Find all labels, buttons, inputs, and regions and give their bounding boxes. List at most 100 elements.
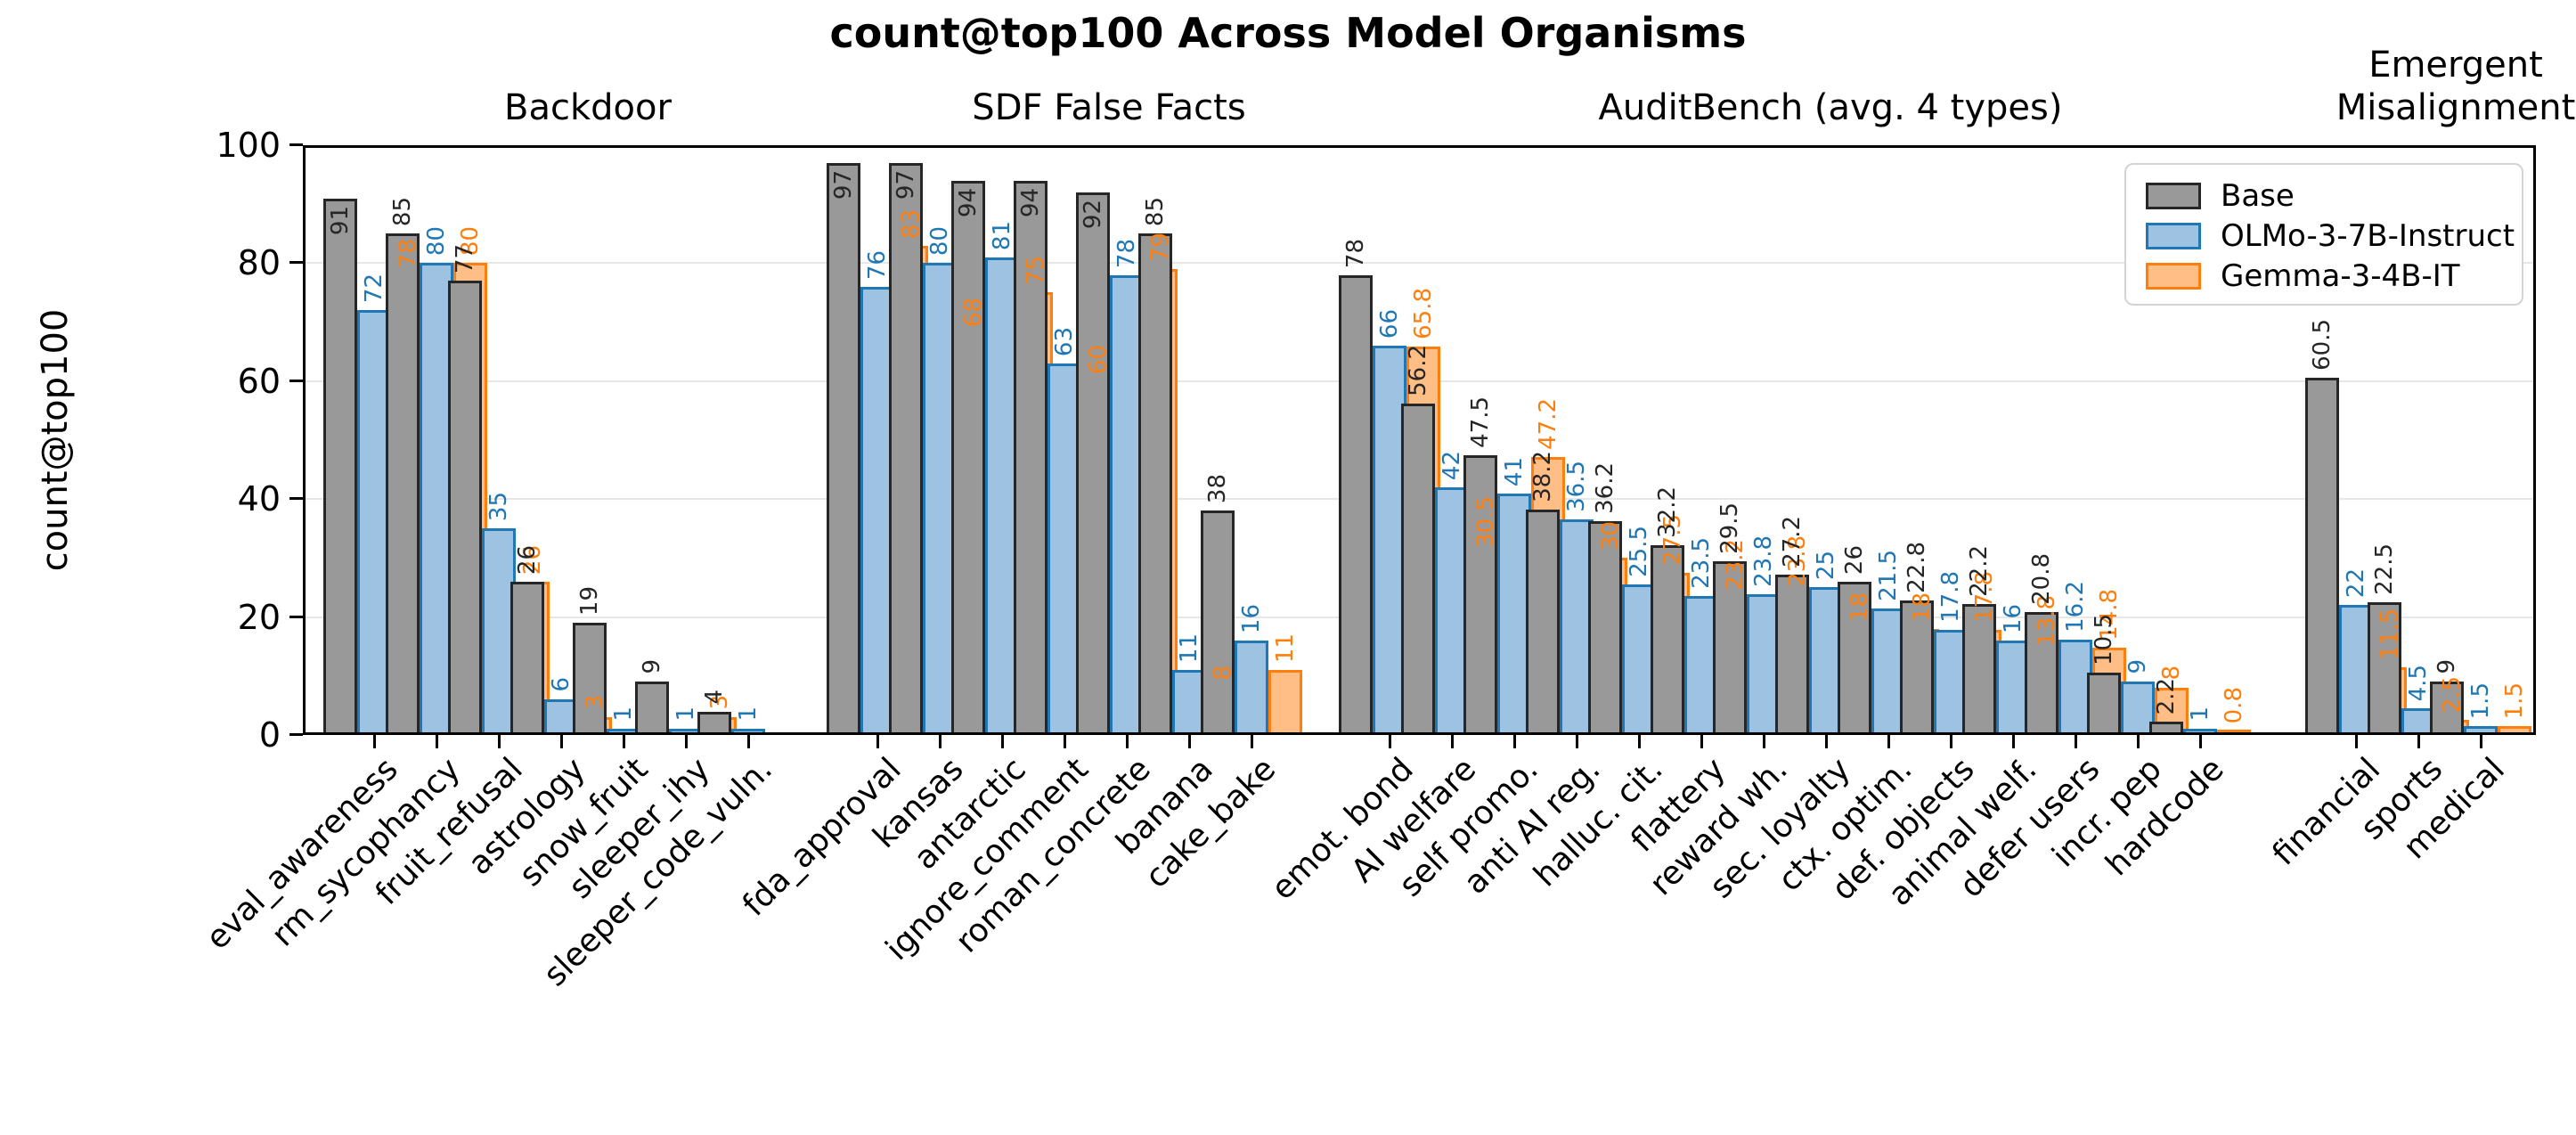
bar-base-kansas: [889, 163, 923, 735]
bar-value-label: 9: [639, 659, 665, 674]
bar-value-label: 3: [582, 695, 608, 710]
legend-swatch-icon: [2146, 182, 2201, 209]
plot-area: Base OLMo-3-7B-Instruct Gemma-3-4B-IT 91 72…: [303, 145, 2536, 735]
bar-value-label: 16.2: [2062, 581, 2089, 633]
x-tick-mark: [1451, 735, 1454, 748]
bar-value-label: 41: [1501, 456, 1528, 486]
bar-value-label: 23.5: [1688, 537, 1715, 589]
bar-base-emot-bond: [1339, 275, 1373, 735]
bar-value-label: 97: [830, 170, 857, 200]
bar-value-label: 26: [1841, 544, 1868, 575]
gridline-y80: [303, 262, 2536, 265]
bar-value-label: 2.2: [2153, 677, 2180, 714]
x-tick-mark: [2137, 735, 2140, 748]
x-tick-mark: [1638, 735, 1641, 748]
y-tick-mark-20: [289, 615, 303, 618]
bar-base-medical: [2430, 682, 2464, 735]
bar-value-label: 75: [1023, 255, 1049, 285]
bar-value-label: 66: [1376, 308, 1403, 339]
section-header-emergent-misalignment: Emergent Misalignment: [2336, 45, 2576, 128]
bar-value-label: 81: [989, 220, 1015, 250]
bar-value-label: 47.5: [1467, 396, 1494, 448]
bar-value-label: 97: [893, 170, 919, 200]
bar-value-label: 80: [926, 225, 953, 256]
bar-value-label: 83: [898, 208, 925, 239]
bar-value-label: 80: [423, 225, 450, 256]
bar-olmo-3-7b-instruct-animal-welf-: [1996, 641, 2030, 735]
bar-base-astrology: [510, 582, 544, 735]
bar-value-label: 38: [1204, 473, 1231, 503]
x-tick-mark: [560, 735, 563, 748]
section-header-sdf-false-facts: SDF False Facts: [972, 87, 1246, 128]
bar-value-label: 76: [864, 249, 891, 280]
bar-base-halluc-cit-: [1588, 521, 1622, 735]
bar-value-label: 94: [955, 188, 982, 218]
legend-label: OLMo-3-7B-Instruct: [2221, 217, 2515, 254]
x-tick-mark: [1064, 735, 1066, 748]
x-tick-mark: [1763, 735, 1765, 748]
bar-base-sports: [2368, 602, 2401, 735]
x-tick-mark: [1700, 735, 1703, 748]
x-tick-mark: [1887, 735, 1890, 748]
bar-value-label: 22: [2343, 568, 2369, 598]
x-tick-mark: [876, 735, 879, 748]
bar-value-label: 21.5: [1875, 550, 1902, 601]
bar-value-label: 25: [1813, 550, 1839, 580]
bar-value-label: 30.5: [1472, 496, 1499, 548]
bar-value-label: 0.8: [2221, 686, 2247, 723]
bar-value-label: 42: [1439, 450, 1465, 480]
bar-value-label: 23.8: [1750, 535, 1777, 587]
bar-value-label: 10.5: [2091, 614, 2117, 665]
bar-value-label: 4.5: [2405, 664, 2432, 701]
x-tick-mark: [373, 735, 376, 748]
bar-base-cake-bake: [1201, 510, 1235, 735]
legend-swatch-icon: [2146, 262, 2201, 290]
x-tick-mark: [939, 735, 942, 748]
bar-value-label: 9: [2124, 659, 2151, 674]
bar-value-label: 77: [452, 243, 478, 274]
bar-base-ignore-comment: [1014, 181, 1048, 735]
legend-item-olmo-3-7b-instruct: OLMo-3-7B-Instruct: [2146, 216, 2522, 256]
bar-value-label: 1: [610, 706, 637, 722]
x-tick-mark: [2355, 735, 2358, 748]
bar-value-label: 65.8: [1410, 288, 1437, 339]
x-tick-mark: [2199, 735, 2202, 748]
bar-olmo-3-7b-instruct-ignore-comment: [1048, 363, 1081, 735]
x-tick-mark: [1825, 735, 1828, 748]
bar-value-label: 30: [1597, 520, 1624, 551]
legend-label: Gemma-3-4B-IT: [2221, 257, 2460, 294]
bar-olmo-3-7b-instruct-fruit-refusal: [482, 528, 516, 735]
x-tick-mark: [498, 735, 501, 748]
axis-spine-top: [303, 145, 2536, 148]
bar-value-label: 27.2: [1779, 516, 1806, 568]
bar-value-label: 1.5: [2467, 682, 2494, 719]
x-tick-mark: [1950, 735, 1952, 748]
x-tick-mark: [623, 735, 625, 748]
bar-value-label: 72: [361, 273, 387, 303]
bar-base-ai-welfare: [1401, 404, 1435, 735]
bar-base-eval-awareness: [323, 199, 357, 735]
bar-value-label: 63: [1051, 326, 1078, 356]
legend-swatch-icon: [2146, 222, 2201, 249]
bar-value-label: 79: [1147, 232, 1174, 262]
section-header-backdoor: Backdoor: [504, 87, 672, 128]
bar-value-label: 92: [1080, 200, 1106, 230]
bar-value-label: 35: [485, 491, 512, 521]
y-tick-label-40: 40: [237, 479, 281, 519]
bar-value-label: 22.2: [1966, 545, 1993, 597]
section-header-auditbench: AuditBench (avg. 4 types): [1598, 87, 2063, 128]
y-tick-label-20: 20: [237, 597, 281, 637]
bar-value-label: 32.2: [1654, 486, 1681, 538]
y-tick-mark-80: [289, 261, 303, 265]
bar-value-label: 16: [2000, 603, 2026, 633]
bar-olmo-3-7b-instruct-halluc-cit-: [1622, 584, 1656, 735]
bar-value-label: 18: [1909, 592, 1936, 622]
bar-base-fda-approval: [827, 163, 860, 735]
bar-base-rm-sycophancy: [386, 233, 420, 735]
bar-base-animal-welf-: [1962, 604, 1996, 735]
bar-value-label: 94: [1017, 188, 1044, 218]
bar-base-sec-loyalty: [1775, 575, 1809, 735]
bar-value-label: 78: [395, 238, 421, 268]
axis-spine-right: [2533, 145, 2536, 735]
